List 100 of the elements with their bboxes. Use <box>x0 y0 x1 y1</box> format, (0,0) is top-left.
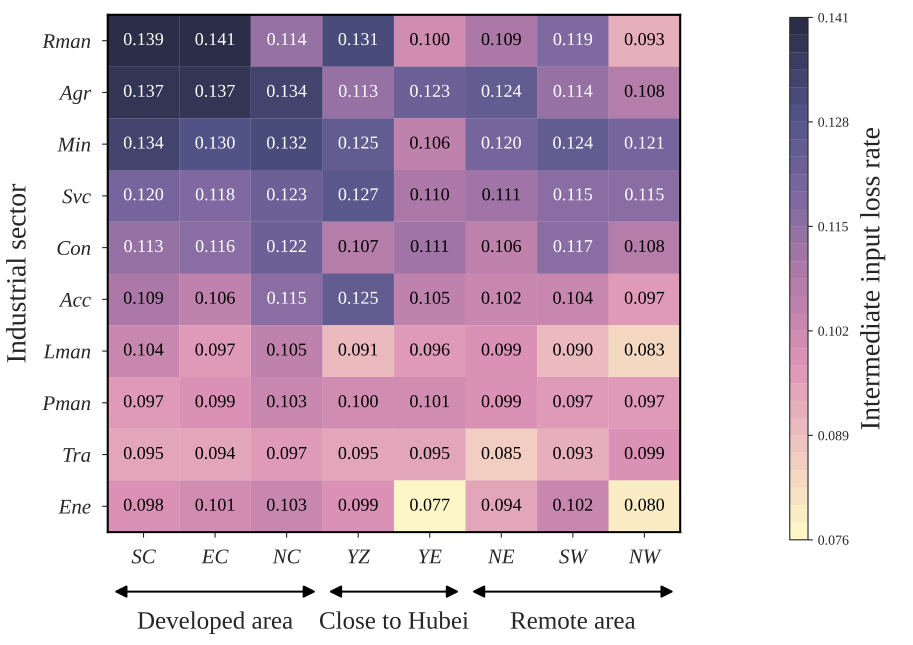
data-label: 0.101 <box>410 395 449 408</box>
data-label: 0.119 <box>554 33 592 46</box>
data-label: 0.104 <box>124 343 164 356</box>
data-label: 0.099 <box>624 446 664 460</box>
color-bar-label: 0.141 <box>818 13 848 22</box>
data-label: 0.123 <box>410 84 450 98</box>
data-label: 0.103 <box>267 395 306 408</box>
data-label: 0.093 <box>553 446 592 460</box>
data-label: 0.137 <box>195 84 235 98</box>
data-label: 0.115 <box>625 188 664 200</box>
text: Close to Hubei <box>320 611 468 629</box>
data-label: 0.114 <box>267 33 306 46</box>
x-tick-label: NE <box>488 550 514 564</box>
data-label: 0.123 <box>267 188 306 200</box>
data-label: 0.124 <box>553 136 593 149</box>
data-label: 0.097 <box>195 343 235 356</box>
data-label: 0.101 <box>195 498 234 511</box>
data-label: 0.094 <box>482 498 522 511</box>
color-bar-label: 0.102 <box>818 326 848 336</box>
data-label: 0.134 <box>267 84 307 98</box>
data-label: 0.115 <box>267 292 306 304</box>
data-label: 0.102 <box>553 498 592 511</box>
data-label: 0.085 <box>482 446 521 460</box>
data-label: 0.114 <box>554 84 593 98</box>
data-label: 0.107 <box>338 240 378 252</box>
data-label: 0.080 <box>624 498 664 511</box>
y-tick-label: Acc <box>58 292 91 307</box>
text: Remote area <box>510 612 636 629</box>
color-bar-label: 0.076 <box>818 535 849 545</box>
data-label: 0.130 <box>195 136 235 149</box>
y-tick-label: Lman <box>43 344 90 359</box>
data-label: 0.113 <box>338 84 378 98</box>
x-tick-label: SW <box>559 549 588 564</box>
data-label: 0.095 <box>410 446 450 460</box>
data-label: 0.141 <box>195 33 234 46</box>
y-tick-label: Agr <box>58 86 92 104</box>
data-label: 0.108 <box>624 84 664 98</box>
data-label: 0.105 <box>410 292 450 304</box>
data-label: 0.100 <box>410 33 450 46</box>
data-label: 0.098 <box>124 498 164 511</box>
data-label: 0.077 <box>410 498 450 511</box>
data-label: 0.083 <box>624 343 664 356</box>
data-label: 0.094 <box>195 446 236 460</box>
data-label: 0.111 <box>482 188 520 200</box>
x-tick-label: YZ <box>348 550 370 564</box>
data-label: 0.103 <box>267 498 306 511</box>
y-tick-label: Min <box>57 138 90 152</box>
color-bar-label: 0.128 <box>818 117 848 127</box>
data-label: 0.109 <box>482 33 521 46</box>
data-label: 0.120 <box>482 136 521 149</box>
x-tick-label: NW <box>628 550 662 564</box>
data-label: 0.108 <box>624 240 664 252</box>
y-tick-label: Pman <box>42 396 90 410</box>
x-tick-label: NC <box>272 549 301 564</box>
data-label: 0.111 <box>410 240 448 252</box>
data-label: 0.097 <box>553 395 593 408</box>
data-label: 0.125 <box>338 136 378 149</box>
color-bar-title: Intermediate input loss rate <box>860 128 886 430</box>
data-label: 0.095 <box>338 446 378 460</box>
data-label: 0.121 <box>624 136 664 149</box>
data-label: 0.095 <box>124 446 164 460</box>
data-label: 0.097 <box>624 292 664 304</box>
y-axis-title: Industrial sector <box>6 184 26 362</box>
data-label: 0.104 <box>553 292 593 304</box>
data-label: 0.113 <box>124 240 163 252</box>
data-label: 0.105 <box>267 343 306 356</box>
data-label: 0.137 <box>124 84 164 98</box>
data-label: 0.093 <box>624 33 664 46</box>
data-label: 0.124 <box>482 84 522 98</box>
y-tick-label: Ene <box>58 500 91 514</box>
data-label: 0.131 <box>338 33 378 46</box>
data-label: 0.115 <box>554 188 592 200</box>
data-label: 0.117 <box>554 240 592 252</box>
data-label: 0.102 <box>482 292 521 304</box>
data-label: 0.110 <box>410 188 450 200</box>
x-tick-label: SC <box>132 549 156 564</box>
data-label: 0.097 <box>124 395 164 408</box>
text: Developed area <box>138 611 293 634</box>
data-label: 0.091 <box>338 343 378 356</box>
data-label: 0.099 <box>338 498 378 511</box>
data-label: 0.139 <box>124 33 164 46</box>
data-label: 0.127 <box>338 188 378 200</box>
data-label: 0.116 <box>196 240 235 252</box>
data-label: 0.097 <box>267 446 306 460</box>
y-tick-label: Con <box>57 241 90 256</box>
x-tick-label: YE <box>418 550 442 564</box>
data-label: 0.106 <box>195 292 235 304</box>
data-label: 0.125 <box>338 292 378 304</box>
x-tick-label: EC <box>202 549 229 564</box>
data-label: 0.099 <box>482 395 521 408</box>
data-label: 0.100 <box>338 395 378 408</box>
data-label: 0.120 <box>124 188 164 200</box>
data-label: 0.106 <box>410 136 450 149</box>
color-bar-label: 0.089 <box>818 430 848 440</box>
data-label: 0.109 <box>124 292 164 304</box>
data-label: 0.132 <box>267 136 306 149</box>
data-label: 0.096 <box>410 343 450 356</box>
data-label: 0.122 <box>267 240 306 252</box>
data-label: 0.106 <box>482 240 522 252</box>
y-tick-label: Rman <box>42 34 90 48</box>
